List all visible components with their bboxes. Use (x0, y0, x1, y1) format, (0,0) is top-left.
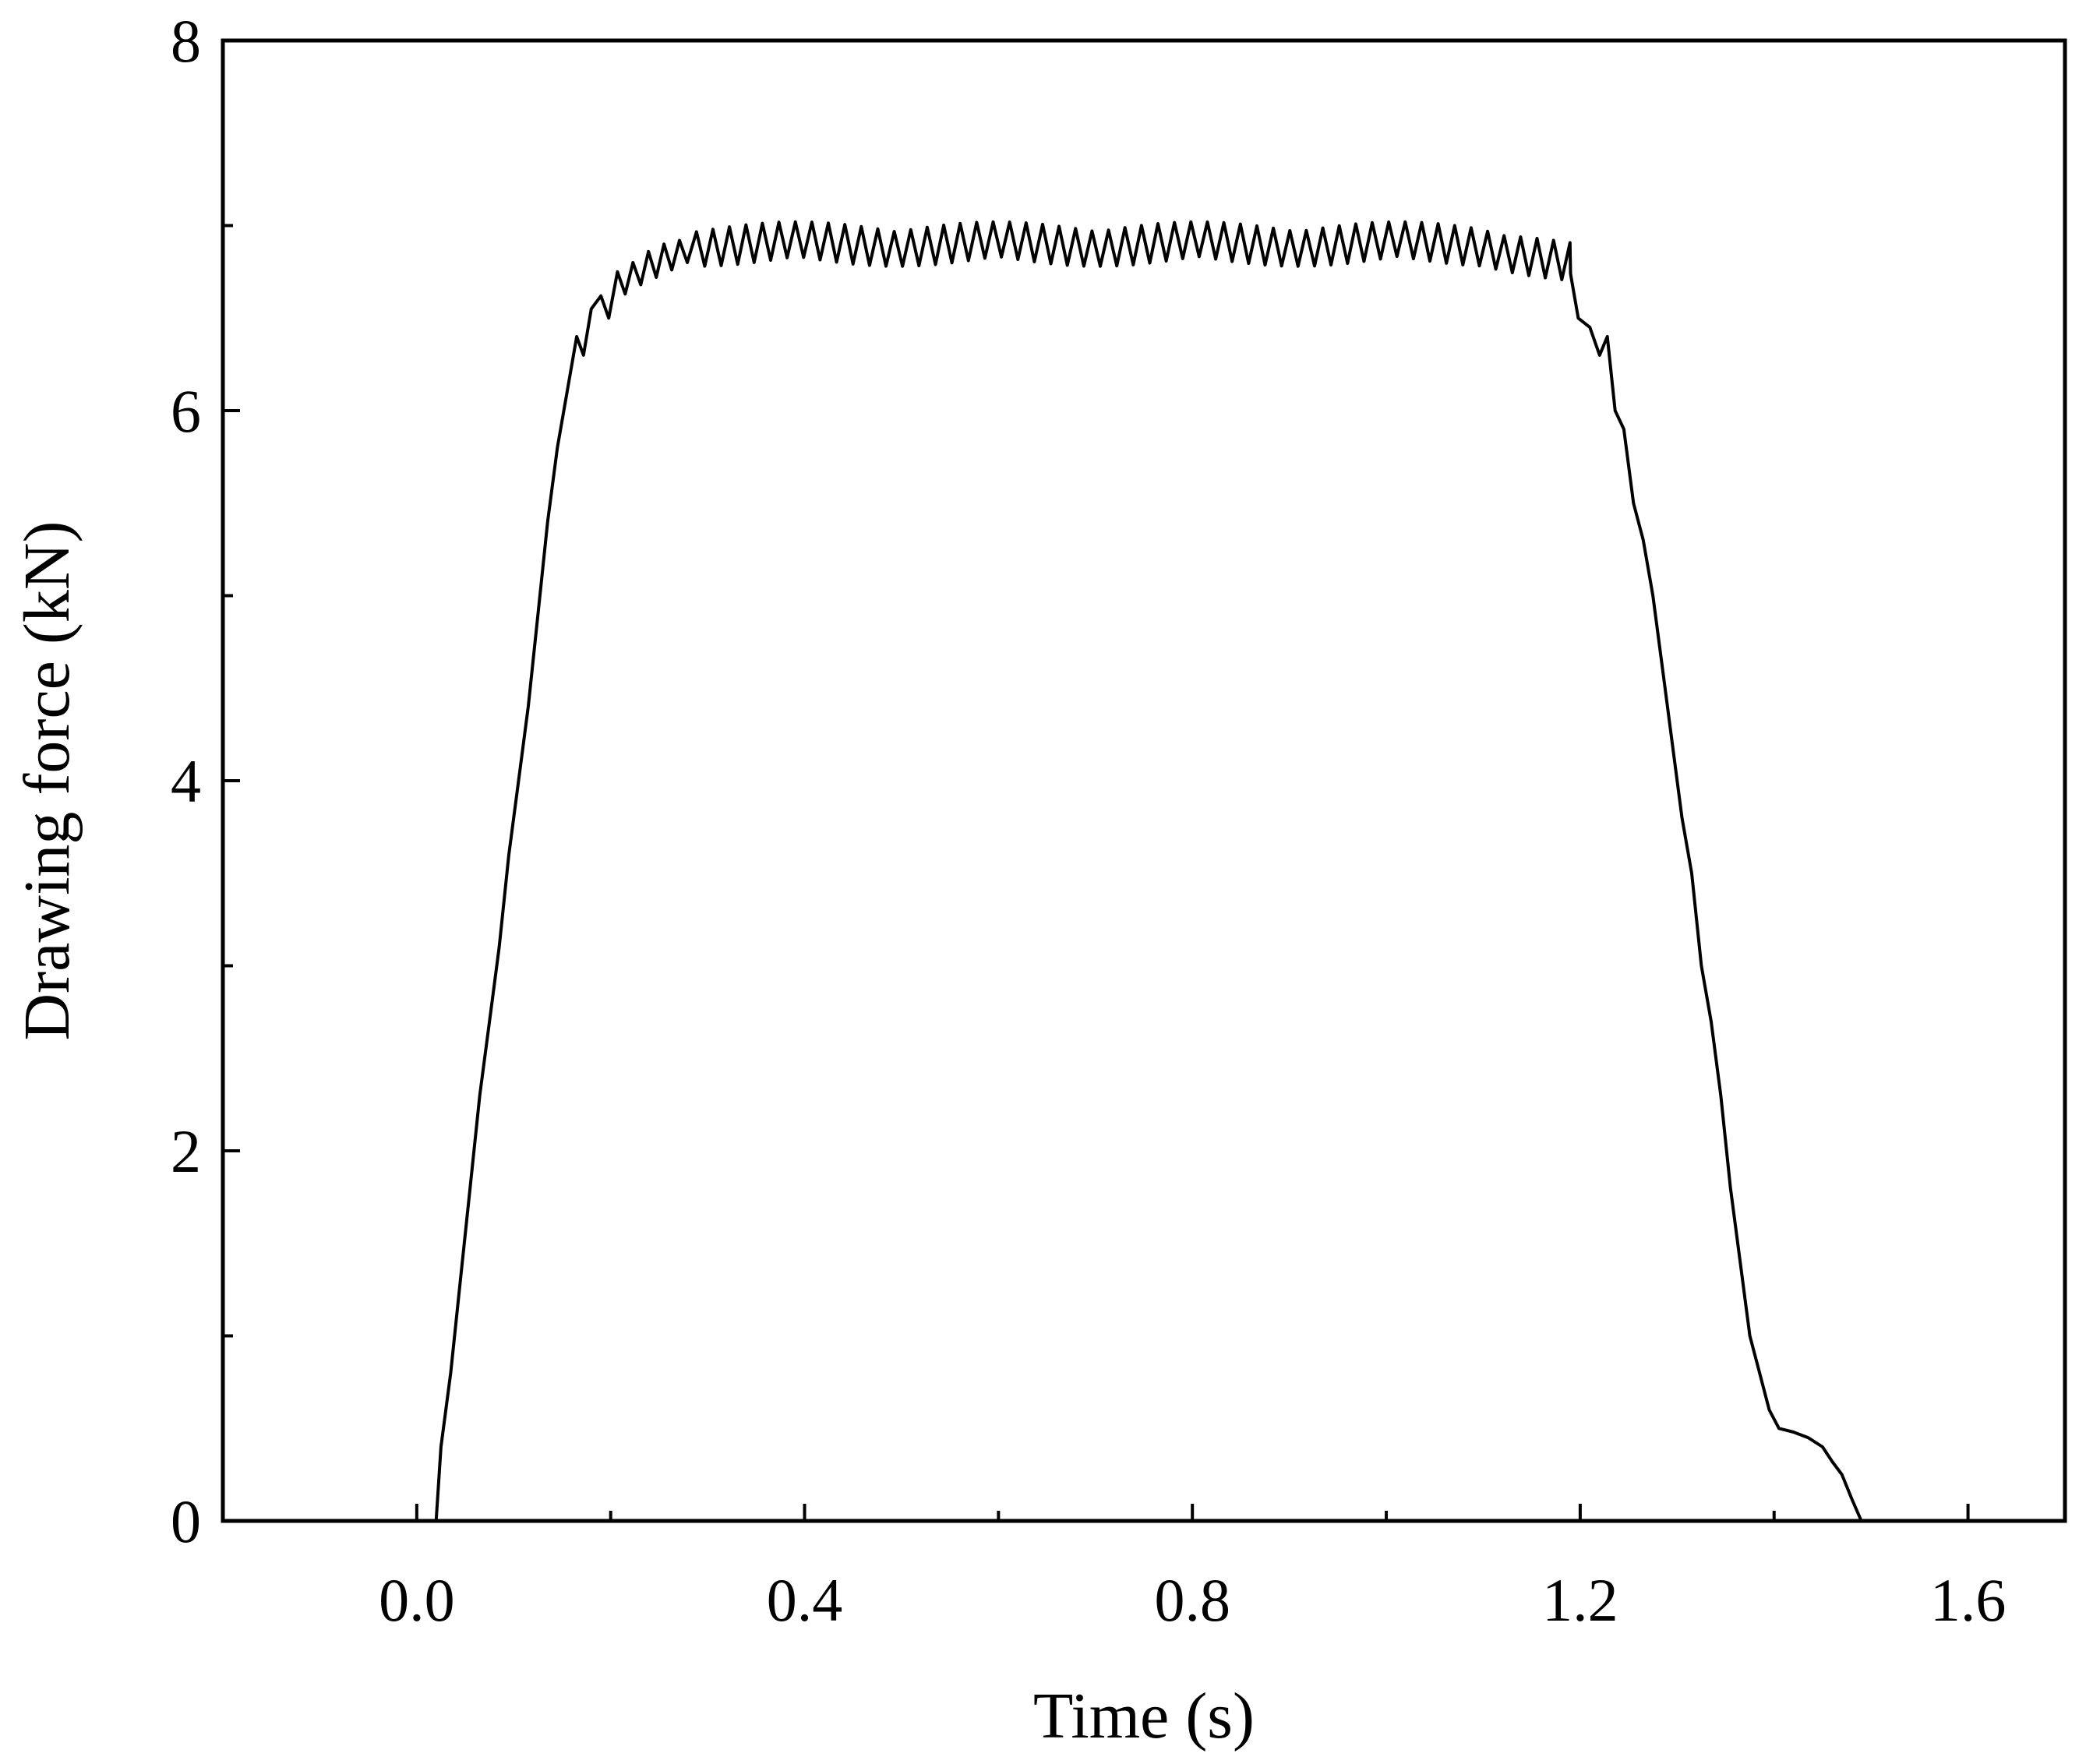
x-tick-label: 0.4 (767, 1566, 843, 1634)
series-line (434, 220, 1863, 1522)
y-tick-label: 4 (171, 747, 201, 815)
x-tick-label: 0.8 (1154, 1566, 1230, 1634)
x-tick-label: 0.0 (379, 1566, 455, 1634)
y-tick-label: 0 (171, 1487, 201, 1555)
y-tick-label: 2 (171, 1117, 201, 1185)
y-tick-label: 6 (171, 377, 201, 445)
plot-frame (221, 38, 2067, 1523)
major-ticks (223, 39, 1970, 1522)
tick-labels: 0.0 0.4 0.8 1.2 1.6 0 2 4 6 8 (171, 7, 2006, 1634)
y-tick-label: 8 (171, 7, 201, 75)
x-tick-label: 1.2 (1542, 1566, 1618, 1634)
x-tick-label: 1.6 (1930, 1566, 2007, 1634)
y-axis-label: Drawing force (kN) (11, 520, 83, 1040)
x-axis-label: Time (s) (1033, 1680, 1255, 1752)
